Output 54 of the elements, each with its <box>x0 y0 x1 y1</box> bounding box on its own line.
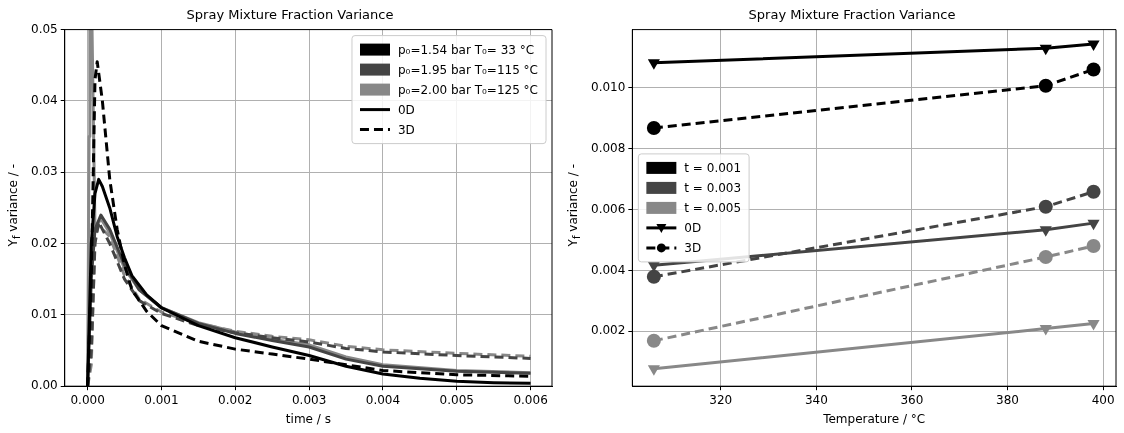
point <box>1039 44 1052 56</box>
chart-title: Spray Mixture Fraction Variance <box>748 7 956 23</box>
legend-label: 0D <box>684 221 702 236</box>
y-tick-label: 0.004 <box>590 262 626 277</box>
point <box>1087 319 1100 331</box>
y-tick-label: 0.010 <box>590 79 626 94</box>
y-tick-label: 0.03 <box>31 164 58 179</box>
legend-label: p₀=1.54 bar T₀= 33 °C <box>397 42 535 57</box>
legend-label: t = 0.001 <box>684 161 742 176</box>
y-tick-label: 0.04 <box>31 93 58 108</box>
point <box>647 365 660 376</box>
x-tick-label: 340 <box>804 392 828 407</box>
y-tick-label: 0.05 <box>31 21 58 36</box>
y-tick-label: 0.008 <box>590 140 626 155</box>
x-tick-label: 0.003 <box>291 392 327 407</box>
legend-label: t = 0.005 <box>684 201 742 216</box>
point <box>647 59 660 70</box>
x-tick-label: 0.002 <box>218 392 253 407</box>
point <box>1039 325 1052 336</box>
legend-label: 0D <box>397 102 415 117</box>
point <box>1086 239 1101 253</box>
y-tick-label: 0.00 <box>31 378 58 393</box>
x-tick-label: 0.005 <box>439 392 474 407</box>
legend-label: 3D <box>397 122 415 137</box>
point <box>646 121 661 136</box>
legend-label: 3D <box>684 241 702 256</box>
y-tick-label: 0.02 <box>31 235 58 250</box>
chart-title: Spray Mixture Fraction Variance <box>186 7 394 23</box>
x-tick-label: 360 <box>900 392 924 407</box>
point <box>1087 219 1100 231</box>
point <box>1038 78 1053 93</box>
point <box>646 333 661 348</box>
legend-label: p₀=2.00 bar T₀=125 °C <box>397 82 538 97</box>
y-tick-label: 0.006 <box>590 201 626 216</box>
y-tick-label: 0.002 <box>590 323 626 338</box>
x-tick-label: 400 <box>1091 392 1115 407</box>
x-axis-title: time / s <box>285 411 331 426</box>
x-tick-label: 320 <box>709 392 733 407</box>
x-tick-label: 380 <box>996 392 1019 407</box>
point <box>1086 184 1101 199</box>
legend-label: p₀=1.95 bar T₀=115 °C <box>397 62 538 77</box>
point <box>1038 199 1053 214</box>
point <box>1038 249 1053 264</box>
x-tick-label: 0.000 <box>70 392 105 407</box>
x-tick-label: 0.006 <box>513 392 548 407</box>
point <box>1039 226 1052 237</box>
point <box>1087 40 1100 51</box>
x-tick-label: 0.004 <box>365 392 401 407</box>
x-tick-label: 0.001 <box>144 392 179 407</box>
point <box>1086 62 1101 77</box>
legend-label: t = 0.003 <box>684 181 742 196</box>
x-axis-title: Temperature / °C <box>822 411 926 426</box>
y-tick-label: 0.01 <box>31 307 58 322</box>
point <box>646 269 661 284</box>
